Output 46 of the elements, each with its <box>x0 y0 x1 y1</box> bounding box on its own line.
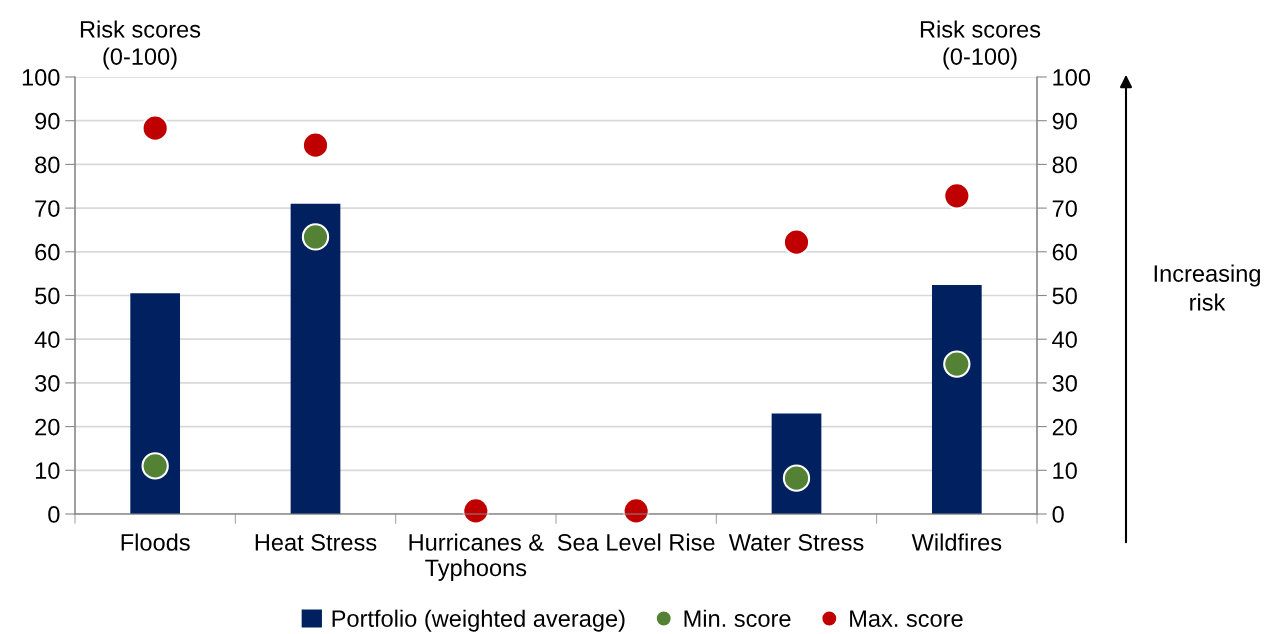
y2-tick-label: 30 <box>1052 374 1077 392</box>
bar <box>931 285 982 514</box>
point <box>301 223 330 251</box>
y2-tick-label: 0 <box>1052 506 1064 523</box>
legend-label: Max. score <box>850 610 963 627</box>
legend-label: Portfolio (weighted average) <box>332 609 625 632</box>
point <box>622 497 650 525</box>
bar <box>130 293 181 514</box>
x-tick-label: Water Stress <box>728 534 864 551</box>
text: Increasing risk <box>1154 264 1260 311</box>
y-tick-label: 100 <box>22 69 60 86</box>
y-tick-label: 70 <box>35 200 60 217</box>
point <box>141 452 169 480</box>
legend-label: Min. score <box>684 609 791 627</box>
y-tick-label: 60 <box>35 243 60 261</box>
y2-tick-label: 100 <box>1053 69 1091 86</box>
point <box>943 350 971 378</box>
y2-tick-label: 10 <box>1053 462 1077 480</box>
y-tick-label: 50 <box>35 287 60 305</box>
y-tick-label: 10 <box>35 462 60 480</box>
y-tick-label: 80 <box>35 156 60 174</box>
x-tick-label: Sea Level Rise <box>557 533 715 551</box>
x-tick-label: Hurricanes & Typhoons <box>409 533 544 581</box>
y-tick-label: 20 <box>35 418 60 436</box>
point <box>301 131 330 159</box>
y2-axis-title: Risk scores (0-100) <box>920 20 1041 70</box>
bar <box>290 203 341 514</box>
point <box>782 228 811 256</box>
y2-tick-label: 50 <box>1052 287 1077 305</box>
point <box>462 497 490 525</box>
y-tick-label: 0 <box>48 506 60 523</box>
y2-tick-label: 20 <box>1052 418 1077 436</box>
x-tick-label: Wildfires <box>911 533 1002 551</box>
y2-tick-label: 90 <box>1052 112 1077 130</box>
y2-tick-label: 40 <box>1052 331 1077 348</box>
y-axis-title: Risk scores (0-100) <box>80 20 201 70</box>
point <box>141 114 169 142</box>
y-tick-label: 40 <box>34 331 60 348</box>
y-tick-label: 90 <box>35 112 60 130</box>
y2-tick-label: 80 <box>1052 156 1077 174</box>
y2-tick-label: 70 <box>1052 200 1077 217</box>
x-tick-label: Heat Stress <box>255 534 377 551</box>
point <box>943 182 971 210</box>
x-tick-label: Floods <box>121 533 190 551</box>
y-tick-label: 30 <box>35 374 60 392</box>
y2-tick-label: 60 <box>1052 243 1077 261</box>
